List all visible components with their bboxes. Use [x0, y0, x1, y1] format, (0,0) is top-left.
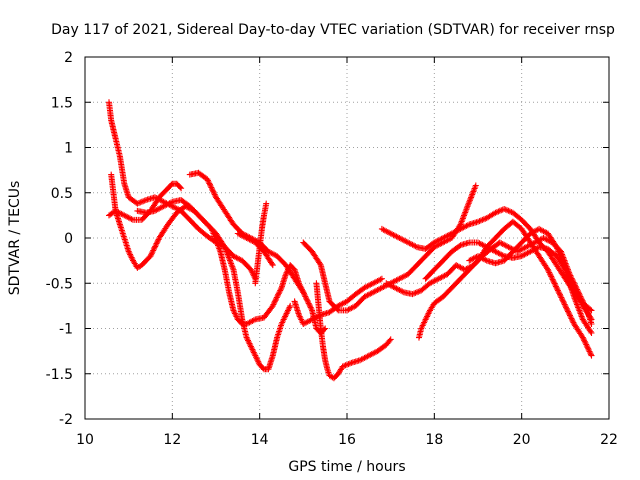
- y-tick-label: 2: [64, 50, 73, 66]
- plot-frame: [84, 56, 610, 420]
- series-markers: [134, 197, 294, 373]
- x-tick-label: 22: [600, 432, 618, 448]
- chart-title: Day 117 of 2021, Sidereal Day-to-day VTE…: [51, 22, 615, 38]
- y-tick-label: -2: [59, 412, 73, 428]
- series-markers: [186, 169, 329, 336]
- y-tick-label: -1: [59, 322, 73, 338]
- y-tick-label: 0: [64, 231, 73, 247]
- series-arc-4: [186, 169, 329, 336]
- y-tick-label: 1: [64, 141, 73, 157]
- series-markers: [234, 230, 276, 269]
- series-markers: [466, 225, 595, 336]
- series-arc-7: [234, 230, 276, 269]
- series-markers: [108, 171, 307, 327]
- y-tick-label: -0.5: [46, 276, 73, 292]
- x-tick-label: 18: [425, 432, 443, 448]
- y-axis-label: SDTVAR / TECUs: [7, 181, 23, 296]
- x-axis-label: GPS time / hours: [288, 459, 405, 475]
- x-tick-label: 12: [163, 432, 181, 448]
- series-arc-5: [134, 197, 294, 373]
- series-arc-8: [300, 182, 479, 314]
- series-arc-2: [108, 171, 307, 327]
- series-arc-10: [291, 275, 385, 327]
- grid: [85, 57, 609, 419]
- series-arc-15: [466, 225, 595, 336]
- y-tick-label: -1.5: [46, 367, 73, 383]
- series-line: [137, 199, 291, 370]
- series-line: [189, 172, 326, 334]
- y-tick-label: 0.5: [51, 186, 73, 202]
- series-arc-9: [313, 280, 394, 382]
- axis-ticks: 10 12 14 16 18 20 22 -2 -1.5 -1 -0.5 0 0.5 1 1.5 2: [46, 50, 618, 448]
- series-layer: [106, 99, 595, 382]
- y-tick-label: 1.5: [51, 95, 73, 111]
- series-markers: [313, 280, 394, 382]
- x-tick-label: 14: [251, 432, 269, 448]
- x-tick-label: 10: [76, 432, 94, 448]
- x-tick-label: 20: [513, 432, 531, 448]
- x-tick-label: 16: [338, 432, 356, 448]
- series-markers: [300, 182, 479, 314]
- series-markers: [291, 275, 385, 327]
- series-line: [108, 102, 256, 279]
